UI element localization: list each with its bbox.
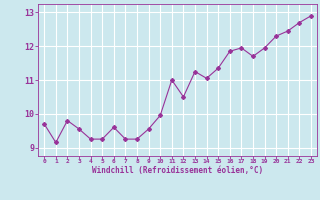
- X-axis label: Windchill (Refroidissement éolien,°C): Windchill (Refroidissement éolien,°C): [92, 166, 263, 175]
